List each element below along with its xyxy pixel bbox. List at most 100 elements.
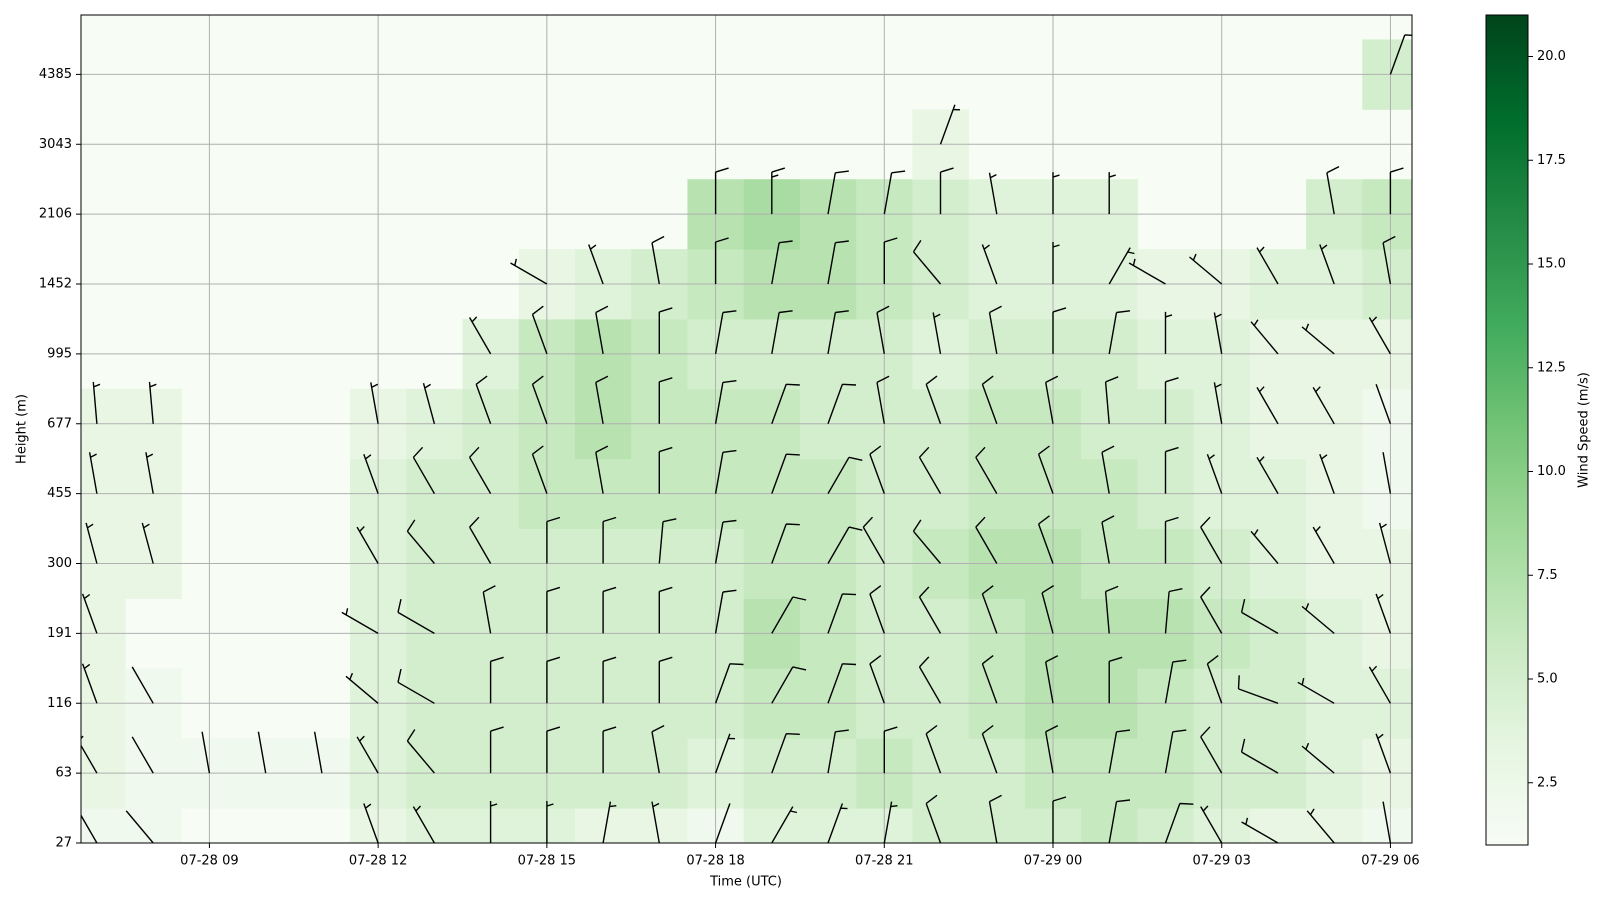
wind-barb bbox=[862, 516, 885, 564]
wind-barb bbox=[1256, 456, 1279, 494]
wind-barb bbox=[81, 814, 98, 843]
wind-barb bbox=[975, 516, 998, 564]
wind-barb bbox=[81, 593, 98, 634]
wind-barb bbox=[1297, 677, 1335, 704]
wind-barb bbox=[356, 735, 379, 774]
wind-barb bbox=[1382, 452, 1392, 494]
x-tick-label: 07-28 18 bbox=[686, 854, 744, 869]
wind-barb bbox=[1368, 316, 1392, 355]
wind-barb bbox=[651, 801, 660, 843]
wind-barb bbox=[1104, 376, 1119, 424]
wind-barb bbox=[370, 382, 379, 424]
wind-barb bbox=[1045, 375, 1059, 424]
wind-barb bbox=[141, 522, 154, 564]
wind-barb bbox=[1108, 310, 1131, 355]
wind-barb bbox=[981, 375, 998, 425]
wind-barb bbox=[1101, 515, 1115, 564]
wind-barb bbox=[1164, 802, 1194, 843]
wind-barb bbox=[714, 449, 737, 494]
wind-barb bbox=[1164, 659, 1187, 704]
wind-barb bbox=[595, 375, 609, 424]
wind-barb bbox=[531, 305, 548, 355]
wind-barb bbox=[1200, 586, 1223, 634]
wind-barb bbox=[658, 307, 673, 354]
wind-barb bbox=[546, 801, 554, 843]
wind-barb bbox=[876, 375, 890, 424]
wind-barb bbox=[1108, 172, 1116, 215]
wind-barb bbox=[363, 453, 379, 494]
wind-barb bbox=[1301, 323, 1335, 355]
wind-barb bbox=[714, 733, 736, 774]
wind-barb bbox=[1240, 738, 1279, 774]
wind-barb bbox=[313, 731, 323, 774]
wind-barb bbox=[827, 456, 863, 494]
wind-barb bbox=[1256, 386, 1279, 425]
wind-barb bbox=[602, 726, 617, 774]
wind-barb bbox=[827, 383, 857, 425]
heat-cell bbox=[574, 808, 632, 843]
wind-barb bbox=[658, 446, 673, 494]
wind-barb bbox=[1164, 588, 1183, 634]
heat-cell bbox=[743, 808, 801, 843]
wind-barb bbox=[1378, 522, 1392, 564]
x-tick-label: 07-28 21 bbox=[855, 854, 913, 869]
wind-barb bbox=[148, 381, 157, 424]
wind-barb bbox=[771, 596, 807, 634]
heat-cell bbox=[81, 808, 126, 843]
wind-barb bbox=[489, 726, 504, 774]
wind-barb bbox=[771, 240, 793, 285]
y-tick-label: 3043 bbox=[39, 137, 72, 152]
wind-barb bbox=[363, 803, 379, 843]
wind-barb bbox=[531, 445, 548, 494]
heat-cell bbox=[968, 808, 1026, 843]
wind-barb bbox=[1382, 801, 1392, 843]
colorbar-tick-label: 12.5 bbox=[1537, 360, 1566, 375]
x-tick-label: 07-28 15 bbox=[518, 854, 576, 869]
wind-barb bbox=[595, 305, 609, 355]
wind-barb bbox=[912, 240, 942, 285]
y-tick-label: 1452 bbox=[39, 277, 72, 292]
wind-barb bbox=[595, 445, 609, 494]
wind-barb bbox=[939, 104, 961, 145]
wind-barb bbox=[771, 666, 807, 704]
wind-barb bbox=[925, 724, 942, 774]
colorbar bbox=[1485, 14, 1529, 846]
y-tick-label: 4385 bbox=[39, 67, 72, 82]
wind-barb bbox=[658, 518, 677, 564]
wind-barb bbox=[1326, 165, 1340, 215]
wind-barb bbox=[1128, 258, 1166, 285]
wind-barb bbox=[883, 726, 898, 774]
wind-barb bbox=[1037, 515, 1054, 564]
x-tick-label: 07-28 09 bbox=[180, 854, 238, 869]
wind-barb bbox=[932, 312, 942, 355]
wind-barb bbox=[1052, 796, 1067, 843]
wind-barb bbox=[1256, 246, 1279, 285]
wind-barb bbox=[714, 589, 737, 634]
wind-barb bbox=[345, 672, 379, 704]
wind-barb bbox=[602, 586, 617, 634]
wind-barb bbox=[1108, 656, 1123, 704]
wind-barb bbox=[1164, 516, 1179, 564]
wind-barb bbox=[546, 726, 561, 774]
wind-barb bbox=[1200, 726, 1223, 774]
wind-barb bbox=[827, 593, 857, 634]
wind-barb bbox=[827, 526, 863, 564]
wind-barb bbox=[1206, 453, 1223, 494]
heat-cell bbox=[799, 808, 857, 843]
wind-barb bbox=[869, 655, 885, 704]
wind-barb bbox=[912, 519, 942, 564]
wind-barb bbox=[510, 258, 548, 285]
wind-barb bbox=[981, 244, 998, 285]
y-tick-label: 677 bbox=[47, 416, 72, 431]
wind-barb bbox=[412, 805, 436, 843]
wind-barb bbox=[988, 172, 998, 215]
wind-barb bbox=[1164, 446, 1179, 494]
wind-barb bbox=[939, 167, 954, 215]
wind-barb bbox=[1052, 242, 1060, 284]
x-axis-label: Time (UTC) bbox=[709, 875, 782, 890]
wind-barb bbox=[1375, 733, 1392, 774]
y-tick-label: 116 bbox=[47, 696, 72, 711]
wind-barb bbox=[883, 170, 906, 215]
wind-barb bbox=[658, 586, 673, 634]
wind-barb bbox=[125, 810, 154, 843]
